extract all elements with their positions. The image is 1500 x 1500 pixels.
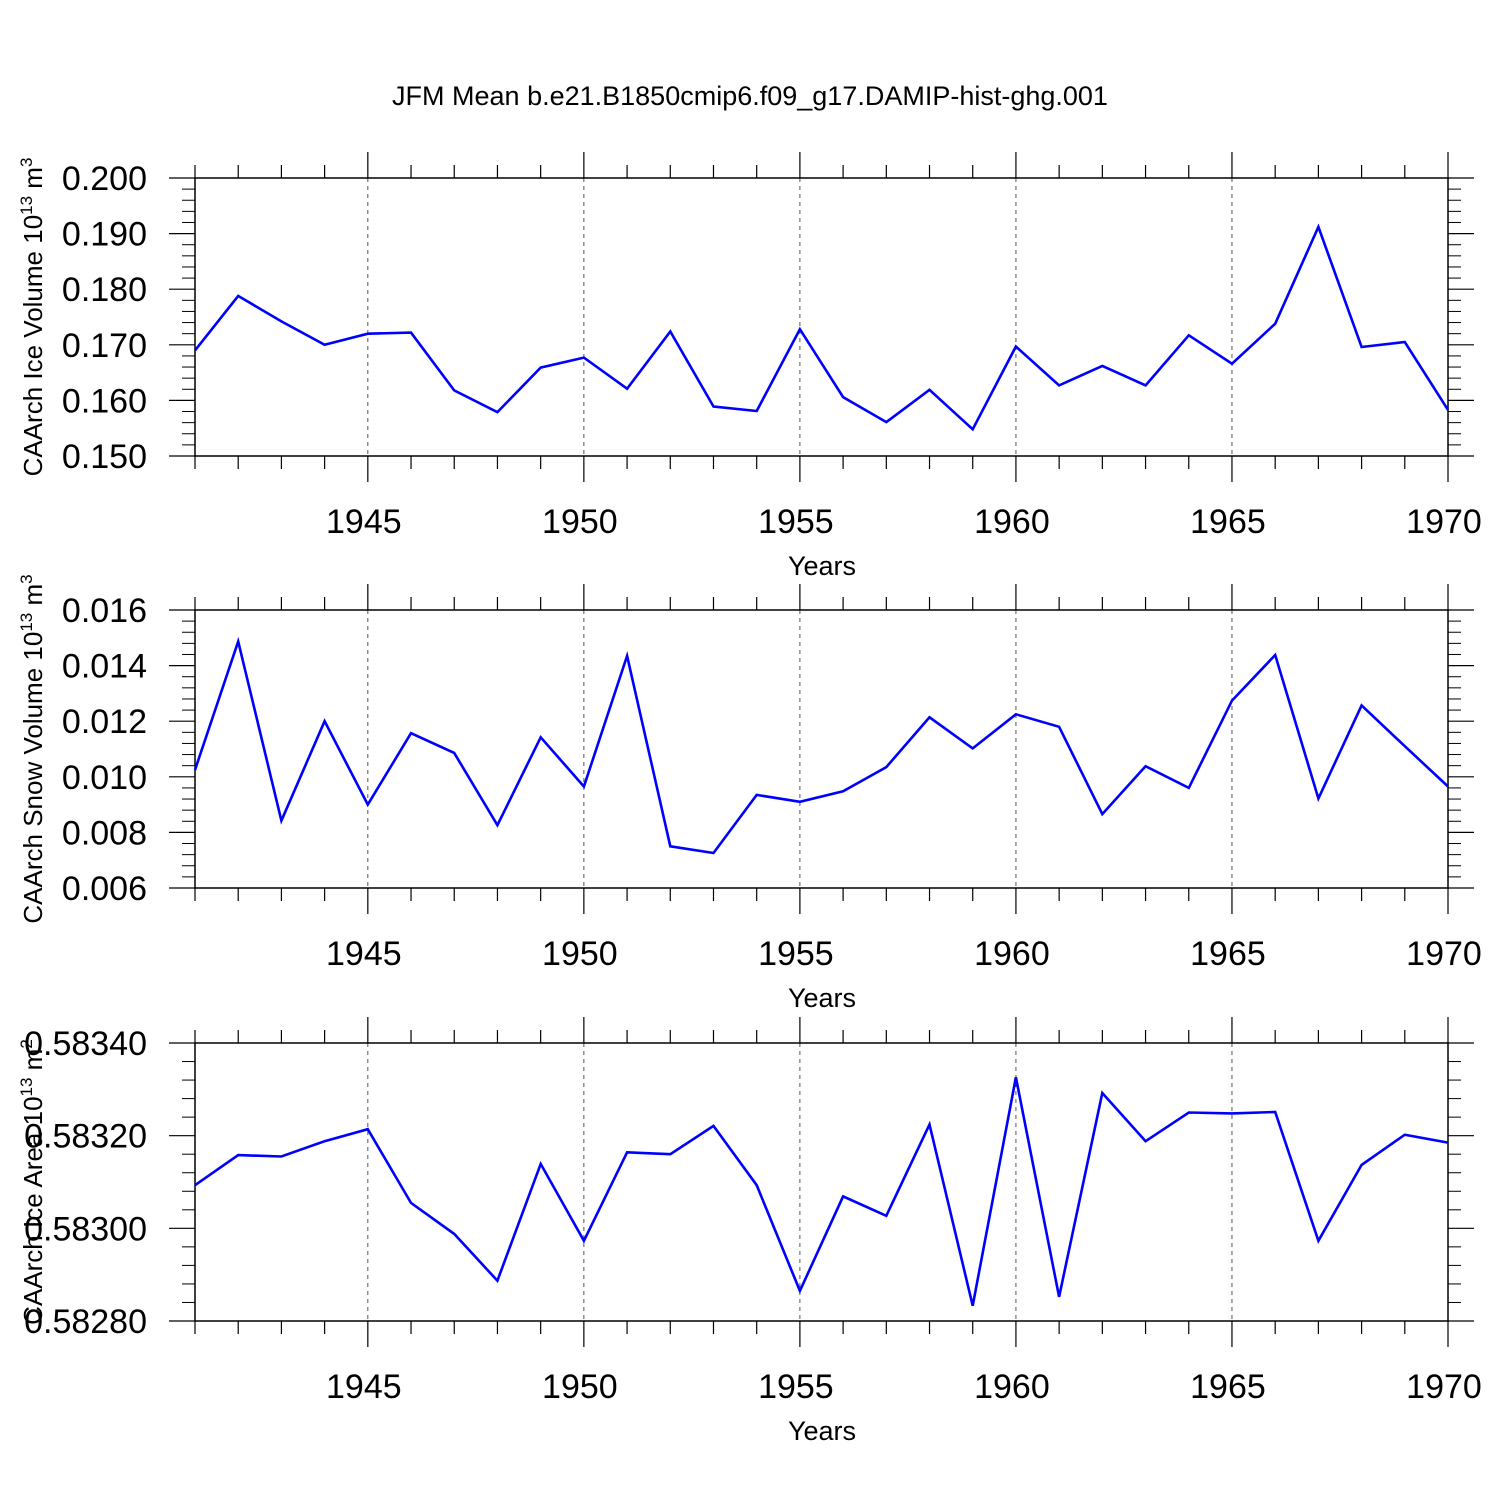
ice-area-ytick-label: 0.58300	[24, 1210, 147, 1248]
ice-area-ytick-label: 0.58280	[24, 1303, 147, 1341]
ice-volume-ytick-label: 0.160	[62, 382, 147, 420]
ice-volume-xtick-label: 1955	[758, 503, 834, 541]
ice-volume-xtick-label: 1965	[1190, 503, 1266, 541]
snow-volume-ytick-label: 0.006	[62, 870, 147, 908]
snow-volume-xtick-label: 1960	[974, 935, 1050, 973]
ice-volume-xtick-label: 1945	[326, 503, 402, 541]
panel-snow-volume: CAArch Snow Volume 1013 m3 Years 0.006 0.…	[17, 574, 1482, 1013]
ice-area-xtick-label: 1965	[1190, 1368, 1266, 1406]
snow-volume-ytick-label: 0.010	[62, 759, 147, 797]
ice-area-xtick-label: 1955	[758, 1368, 834, 1406]
snow-volume-ytick-label: 0.012	[62, 703, 147, 741]
ice-area-series-line	[194, 1077, 1449, 1307]
snow-volume-ytick-label: 0.008	[62, 814, 147, 852]
snow-volume-series-line	[193, 636, 1449, 855]
ice-area-xtick-label: 1950	[542, 1368, 618, 1406]
ylabel-ice-volume: CAArch Ice Volume 1013 m3	[17, 158, 48, 477]
ice-volume-ytick-label: 0.170	[62, 327, 147, 365]
snow-volume-xtick-label: 1965	[1190, 935, 1266, 973]
ice-volume-plot-frame	[194, 177, 1449, 457]
snow-volume-xtick-label: 1945	[326, 935, 402, 973]
ice-area-ytick-label: 0.58340	[24, 1025, 147, 1063]
xlabel-ice-area: Years	[788, 1416, 856, 1446]
ylabel-snow-volume: CAArch Snow Volume 1013 m3	[17, 574, 48, 923]
snow-volume-ytick-label: 0.016	[62, 592, 147, 630]
panel-ice-area: CAArch Ice Area 1013 m2 Years 0.58280 0.5…	[17, 1017, 1482, 1446]
ice-area-ytick-label: 0.58320	[24, 1118, 147, 1156]
ice-volume-xtick-label: 1960	[974, 503, 1050, 541]
ice-volume-series-line	[193, 223, 1450, 432]
snow-volume-xtick-label: 1955	[758, 935, 834, 973]
figure-title: JFM Mean b.e21.B1850cmip6.f09_g17.DAMIP-…	[392, 81, 1108, 111]
snow-volume-ytick-label: 0.014	[62, 648, 147, 686]
xlabel-snow-volume: Years	[788, 983, 856, 1013]
ice-volume-ytick-label: 0.200	[62, 160, 147, 198]
ice-area-plot-frame	[194, 1042, 1449, 1322]
xlabel-ice-volume: Years	[788, 551, 856, 581]
ice-volume-ytick-label: 0.190	[62, 216, 147, 254]
ice-area-xtick-label: 1960	[974, 1368, 1050, 1406]
ice-area-xtick-label: 1970	[1406, 1368, 1482, 1406]
snow-volume-xtick-label: 1970	[1406, 935, 1482, 973]
ice-volume-xtick-label: 1970	[1406, 503, 1482, 541]
ice-volume-ytick-label: 0.150	[62, 438, 147, 476]
snow-volume-plot-frame	[194, 609, 1449, 889]
ice-volume-xtick-label: 1950	[542, 503, 618, 541]
panel-ice-volume: CAArch Ice Volume 1013 m3 Years 0.150 0.1…	[17, 152, 1482, 581]
ice-volume-ytick-label: 0.180	[62, 271, 147, 309]
snow-volume-xtick-label: 1950	[542, 935, 618, 973]
ylabel-ice-area: CAArch Ice Area 1013 m2	[17, 1039, 48, 1325]
ice-area-xtick-label: 1945	[326, 1368, 402, 1406]
